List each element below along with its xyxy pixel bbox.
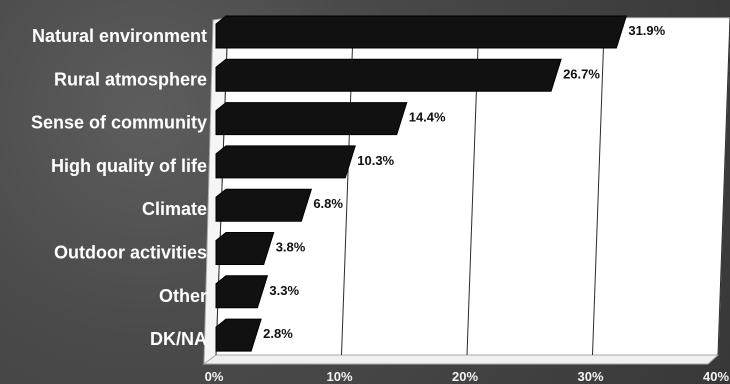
x-tick-label: 0% xyxy=(205,369,224,384)
plot-floor xyxy=(202,354,720,365)
category-label: Sense of community xyxy=(31,113,207,133)
x-tick-label: 10% xyxy=(326,369,352,384)
value-label: 3.8% xyxy=(276,240,306,255)
bar xyxy=(215,15,628,49)
bar xyxy=(215,318,262,352)
bar xyxy=(215,58,562,92)
bar xyxy=(215,145,356,179)
value-label: 2.8% xyxy=(263,326,293,341)
value-label: 3.3% xyxy=(269,283,299,298)
bar xyxy=(215,102,408,136)
x-tick-label: 30% xyxy=(577,369,603,384)
value-label: 31.9% xyxy=(628,23,665,38)
category-label: Other xyxy=(159,286,207,306)
value-label: 14.4% xyxy=(409,110,446,125)
category-label: High quality of life xyxy=(51,156,207,176)
gridline xyxy=(592,17,605,356)
category-label: Outdoor activities xyxy=(54,243,207,263)
bars-group xyxy=(215,15,628,352)
category-label: DK/NA xyxy=(150,329,207,349)
category-label: Rural atmosphere xyxy=(54,69,207,89)
labels-group: 0% 10% 20% 30% 40% Natural environment 31.9% Ru… xyxy=(31,23,729,384)
value-label: 6.8% xyxy=(313,196,343,211)
category-label: Climate xyxy=(142,199,207,219)
value-label: 26.7% xyxy=(563,66,600,81)
category-label: Natural environment xyxy=(32,26,207,46)
bar xyxy=(215,188,313,222)
bar xyxy=(215,275,269,309)
gridline xyxy=(717,17,730,356)
x-tick-label: 20% xyxy=(452,369,478,384)
x-tick-label: 40% xyxy=(703,369,729,384)
value-label: 10.3% xyxy=(357,153,394,168)
bar xyxy=(215,232,275,265)
